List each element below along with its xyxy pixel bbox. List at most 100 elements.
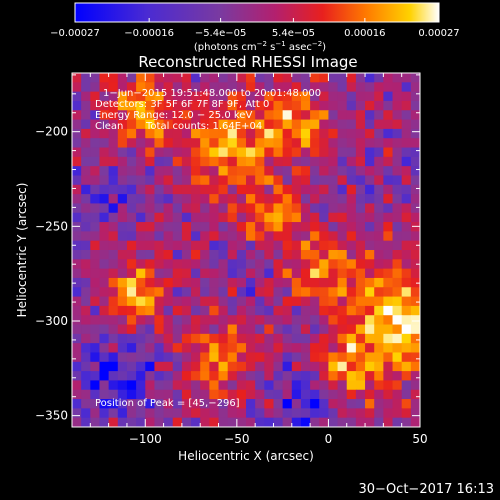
heatmap-cell <box>246 100 256 111</box>
heatmap-cell <box>328 100 339 111</box>
heatmap-cell <box>355 324 366 335</box>
heatmap-cell <box>383 361 394 372</box>
heatmap-cell <box>392 240 403 251</box>
heatmap-cell <box>273 250 284 260</box>
heatmap-cell <box>300 119 311 130</box>
heatmap-cell <box>246 82 256 93</box>
heatmap-cell <box>300 222 311 232</box>
heatmap-cell <box>346 184 357 195</box>
heatmap-cell <box>319 399 330 409</box>
heatmap-cell <box>255 175 265 186</box>
heatmap-cell <box>200 399 210 409</box>
heatmap-cell <box>383 259 394 270</box>
heatmap-cell <box>209 231 220 242</box>
heatmap-cell <box>264 212 275 223</box>
heatmap-cell <box>145 352 156 363</box>
heatmap-cell <box>255 91 265 102</box>
heatmap-cell <box>300 138 311 149</box>
heatmap-cell <box>99 380 110 391</box>
y-axis-label: Heliocentric Y (arcsec) <box>15 183 29 318</box>
heatmap-cell <box>355 371 366 382</box>
heatmap-cell <box>346 399 357 409</box>
y-tick-label: −250 <box>35 219 68 233</box>
heatmap-cell <box>181 250 192 260</box>
heatmap-cell <box>236 147 247 158</box>
heatmap-cell <box>99 128 110 139</box>
heatmap-cell <box>181 110 192 121</box>
heatmap-cell <box>355 399 366 409</box>
heatmap-cell <box>328 138 339 149</box>
heatmap-cell <box>126 417 137 427</box>
heatmap-cell <box>401 250 412 260</box>
heatmap-cell <box>200 203 210 214</box>
heatmap-cell <box>236 100 247 111</box>
heatmap-cell <box>172 315 183 326</box>
heatmap-cell <box>172 268 183 279</box>
heatmap-cell <box>255 333 265 344</box>
heatmap-cell <box>291 259 302 270</box>
heatmap-cell <box>136 417 146 427</box>
heatmap-cell <box>383 417 394 427</box>
heatmap-cell <box>255 110 265 121</box>
heatmap-cell <box>264 408 275 419</box>
heatmap-cell <box>81 408 91 419</box>
heatmap-cell <box>246 389 256 400</box>
heatmap-cell <box>365 184 375 195</box>
heatmap-cell <box>300 110 311 121</box>
heatmap-cell <box>154 73 165 83</box>
heatmap-cell <box>300 91 311 102</box>
heatmap-cell <box>209 277 220 288</box>
heatmap-cell <box>300 100 311 111</box>
heatmap-cell <box>255 268 265 279</box>
chart-title: Reconstructed RHESSI Image <box>138 53 357 71</box>
heatmap-cell <box>191 315 201 326</box>
heatmap-cell <box>392 305 403 316</box>
heatmap-cell <box>136 250 146 260</box>
heatmap-cell <box>136 91 146 102</box>
heatmap-cell <box>90 305 101 316</box>
heatmap-cell <box>310 231 320 242</box>
heatmap-cell <box>218 91 229 102</box>
heatmap-cell <box>365 417 375 427</box>
heatmap-cell <box>117 250 128 260</box>
heatmap-cell <box>136 231 146 242</box>
heatmap-cell <box>273 315 284 326</box>
heatmap-cell <box>365 166 375 177</box>
heatmap-cell <box>172 119 183 130</box>
heatmap-cell <box>291 212 302 223</box>
heatmap-cell <box>200 287 210 298</box>
heatmap-cell <box>90 315 101 326</box>
heatmap-cell <box>264 417 275 427</box>
heatmap-cell <box>392 399 403 409</box>
heatmap-cell <box>246 408 256 419</box>
heatmap-cell <box>401 119 412 130</box>
heatmap-cell <box>154 194 165 205</box>
heatmap-cell <box>227 147 238 158</box>
colorbar-tick-label: 0.00016 <box>344 28 385 39</box>
heatmap-cell <box>72 324 82 335</box>
heatmap-cell <box>126 268 137 279</box>
heatmap-cell <box>163 389 174 400</box>
heatmap-cell <box>291 324 302 335</box>
heatmap-cell <box>291 417 302 427</box>
heatmap-cell <box>310 100 320 111</box>
heatmap-cell <box>99 110 110 121</box>
heatmap-cell <box>410 287 420 298</box>
heatmap-cell <box>310 380 320 391</box>
heatmap-cell <box>383 305 394 316</box>
heatmap-cell <box>90 250 101 260</box>
heatmap-cell <box>90 212 101 223</box>
heatmap-cell <box>191 91 201 102</box>
heatmap-cell <box>383 250 394 260</box>
heatmap-cell <box>227 91 238 102</box>
heatmap-cell <box>401 175 412 186</box>
heatmap-cell <box>255 296 265 307</box>
heatmap-cell <box>227 119 238 130</box>
heatmap-cell <box>264 110 275 121</box>
heatmap-cell <box>136 277 146 288</box>
heatmap-cell <box>72 408 82 419</box>
heatmap-cell <box>337 194 348 205</box>
heatmap-cell <box>255 324 265 335</box>
heatmap-cell <box>246 333 256 344</box>
heatmap-cell <box>145 203 156 214</box>
